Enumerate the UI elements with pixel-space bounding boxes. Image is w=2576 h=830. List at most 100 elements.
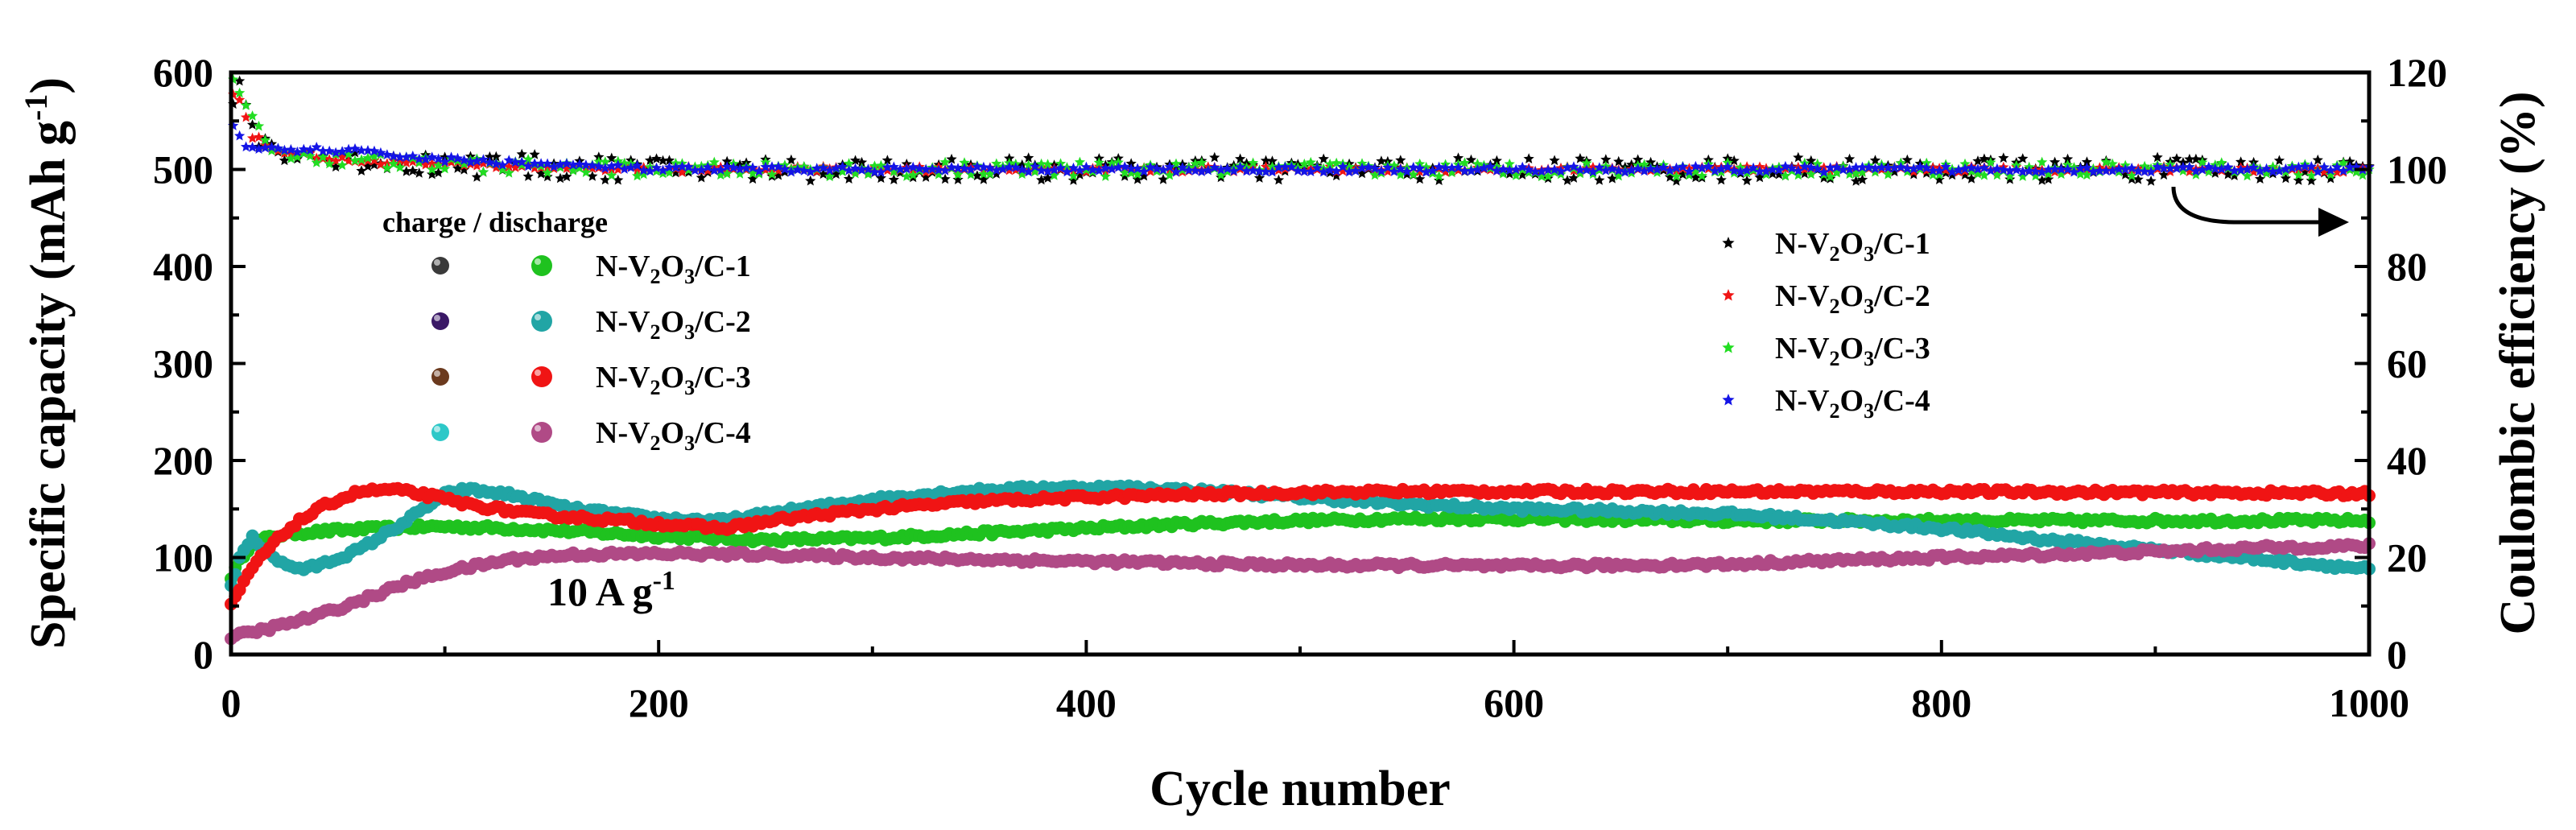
ce-point (799, 165, 810, 175)
ce-point (1145, 166, 1156, 176)
ce-point (1010, 162, 1022, 172)
ce-point (1324, 159, 1335, 169)
ce-point (2145, 166, 2157, 177)
ce-point (1703, 161, 1714, 171)
ce-point (939, 156, 951, 167)
ce-point (1030, 166, 1041, 176)
ce-point (1337, 161, 1348, 171)
ce-point (2004, 173, 2016, 184)
legend-ce-marker (1722, 289, 1735, 301)
ce-point (2280, 172, 2292, 184)
ce-point (1959, 169, 1971, 180)
y-tick-label: 400 (153, 244, 213, 289)
ce-point (985, 163, 996, 173)
ce-point (1613, 155, 1624, 167)
ce-point (1889, 166, 1900, 177)
legend-marker-highlight (434, 259, 440, 266)
ce-point (2087, 166, 2099, 177)
ce-point (2344, 155, 2355, 167)
ce-point (1542, 164, 1554, 175)
ce-point (600, 174, 611, 185)
ce-point (510, 156, 521, 167)
ce-point (2197, 156, 2208, 167)
ce-point (1517, 161, 1528, 172)
ce-point (2306, 175, 2317, 186)
ce-point (1741, 164, 1752, 175)
ce-point (952, 174, 964, 184)
ce-point (1549, 163, 1560, 175)
ce-point (343, 148, 354, 159)
ce-point (1408, 168, 1419, 180)
capacity-legend-label: N-V2O3/C-3 (596, 361, 751, 399)
ce-point (933, 164, 944, 175)
ce-point (1253, 172, 1265, 183)
ce-point (753, 165, 765, 176)
ce-point (1170, 166, 1182, 177)
ce-point (1869, 163, 1881, 174)
ce-point (696, 171, 707, 183)
ce-point (670, 162, 682, 172)
ce-point (1421, 166, 1432, 177)
ce-point (805, 166, 816, 177)
ce-point (721, 155, 733, 167)
ce-point (875, 167, 887, 177)
ce-point (420, 159, 431, 170)
ce-point (2171, 163, 2182, 173)
ce-point (2113, 163, 2124, 174)
ce-point (1959, 163, 1971, 174)
ce-point (1472, 163, 1484, 175)
ce-point (1843, 163, 1856, 175)
ce-point (490, 158, 502, 169)
ce-point (2210, 167, 2221, 178)
ce-point (1298, 158, 1310, 169)
ce-point (535, 168, 547, 179)
y-axis-title: Specific capacity (mAh g-1) (18, 77, 76, 649)
ce-point (2178, 165, 2189, 176)
ce-point (388, 151, 399, 161)
ce-point (1985, 165, 1996, 175)
ce-point (1164, 169, 1175, 180)
ce-point (420, 154, 431, 164)
ce-point (1600, 154, 1612, 164)
ce-point (240, 100, 252, 110)
ce-point (1677, 168, 1689, 180)
ce-point (1921, 162, 1932, 173)
ce-point (382, 149, 393, 159)
ce-point (1376, 165, 1387, 176)
ce-point (1158, 164, 1169, 175)
ce-axis-arrow-icon (2171, 186, 2318, 225)
ce-point (324, 158, 335, 169)
ce-point (568, 165, 579, 175)
ce-point (1850, 175, 1862, 186)
ce-point (875, 172, 887, 184)
ce-point (1818, 167, 1830, 177)
ce-point (1434, 171, 1445, 181)
ce-point (638, 164, 650, 175)
ce-point (2158, 163, 2169, 173)
ce-point (1979, 153, 1990, 164)
ce-point (1356, 162, 1368, 173)
ce-point (1382, 162, 1393, 172)
ce-point (580, 167, 592, 177)
ce-point (862, 168, 874, 180)
ce-point (657, 164, 669, 175)
ce-point (477, 154, 489, 164)
ce-point (1934, 169, 1945, 180)
ce-point (2126, 170, 2137, 181)
ce-point (484, 156, 495, 167)
legend-marker-highlight (535, 258, 541, 265)
ce-point (1395, 155, 1406, 165)
y-tick-labels: 0 100 200 300 400 500 600 (153, 50, 213, 677)
ce-point (2260, 163, 2273, 174)
ce-point (894, 163, 906, 174)
ce-point (1055, 162, 1067, 173)
ce-point (1074, 169, 1086, 180)
ce-point (715, 169, 726, 180)
ce-point (561, 171, 572, 182)
ce-point (2126, 173, 2137, 184)
ce-legend-markers (1722, 237, 1735, 406)
ce-point (1491, 165, 1502, 175)
ce-point (1677, 161, 1689, 171)
ce-point (1767, 163, 1778, 175)
ce-point (343, 143, 354, 155)
